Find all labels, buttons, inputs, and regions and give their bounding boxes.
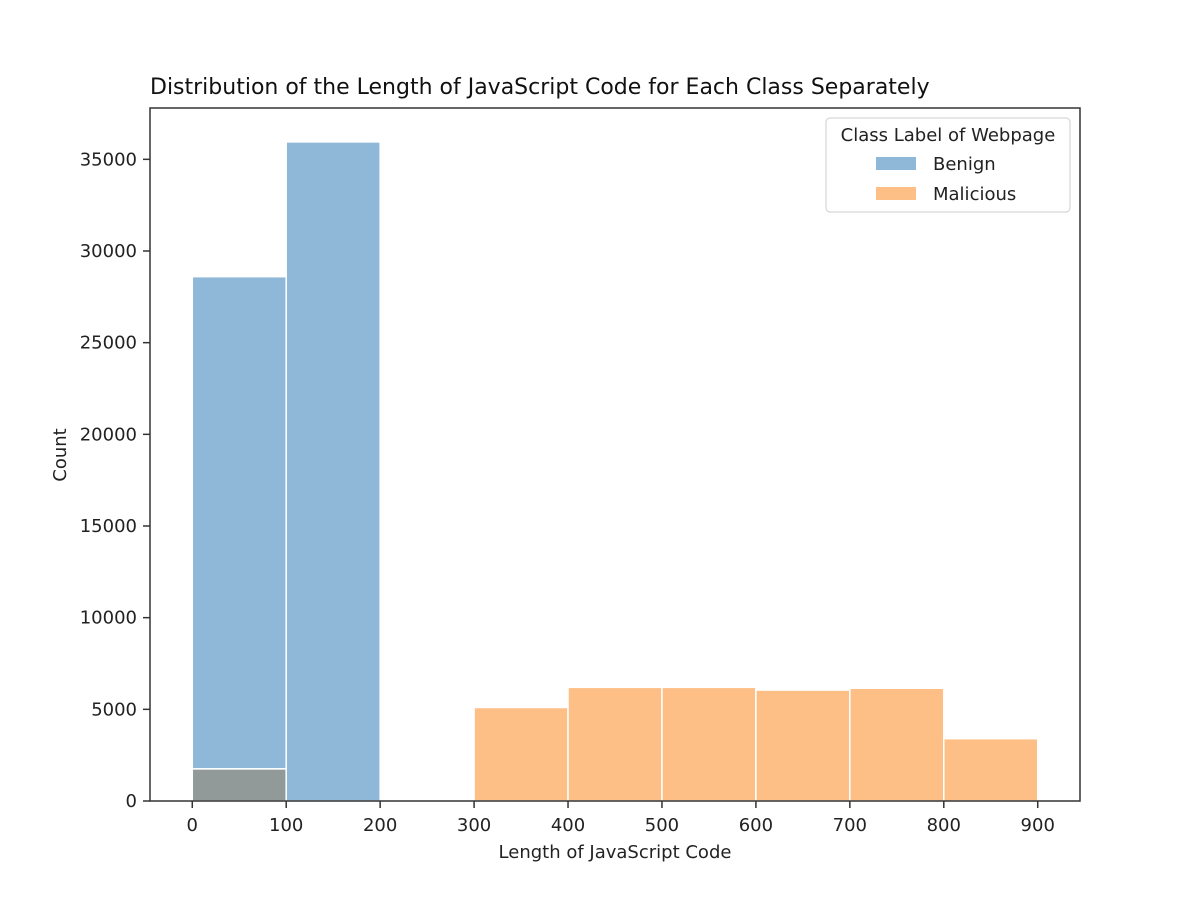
legend-swatch-benign [876, 157, 916, 170]
y-axis: 0 5000 10000 15000 20000 25000 30000 35000 [80, 149, 150, 812]
y-axis-title: Count [50, 428, 71, 481]
chart-title: Distribution of the Length of JavaScript… [150, 75, 930, 100]
legend-swatch-malicious [876, 187, 916, 200]
bar-benign-0-100 [191, 275, 287, 802]
x-tick-label: 700 [833, 815, 867, 836]
x-tick-label: 0 [187, 815, 198, 836]
bars-layer [191, 141, 1039, 802]
bar-overlap-0-100 [191, 768, 287, 802]
y-tick-label: 5000 [91, 699, 137, 720]
bar-malicious-400-500 [567, 686, 663, 802]
y-tick-label: 30000 [80, 241, 137, 262]
x-tick-label: 200 [363, 815, 397, 836]
plot-frame [149, 107, 1081, 802]
bar-malicious-800-900 [943, 737, 1039, 802]
x-tick-label: 900 [1021, 815, 1055, 836]
x-tick-label: 500 [645, 815, 679, 836]
legend-label-malicious: Malicious [933, 184, 1016, 205]
legend-title: Class Label of Webpage [841, 125, 1056, 146]
bar-malicious-600-700 [755, 689, 851, 802]
legend-label-benign: Benign [933, 154, 996, 175]
x-tick-label: 400 [551, 815, 585, 836]
y-tick-label: 0 [126, 791, 137, 812]
y-tick-label: 20000 [80, 424, 137, 445]
x-tick-label: 100 [269, 815, 303, 836]
x-tick-label: 600 [739, 815, 773, 836]
x-tick-label: 300 [457, 815, 491, 836]
x-tick-label: 800 [927, 815, 961, 836]
bar-malicious-300-400 [473, 706, 569, 802]
legend: Class Label of Webpage Benign Malicious [825, 117, 1071, 213]
y-tick-label: 15000 [80, 516, 137, 537]
y-tick-label: 10000 [80, 608, 137, 629]
bar-malicious-500-600 [661, 686, 757, 802]
y-tick-label: 25000 [80, 333, 137, 354]
bar-benign-100-200 [285, 141, 381, 802]
x-axis: 0 100 200 300 400 500 600 700 800 900 [187, 801, 1055, 836]
x-axis-title: Length of JavaScript Code [499, 842, 732, 863]
bar-malicious-700-800 [849, 687, 945, 802]
y-tick-label: 35000 [80, 149, 137, 170]
